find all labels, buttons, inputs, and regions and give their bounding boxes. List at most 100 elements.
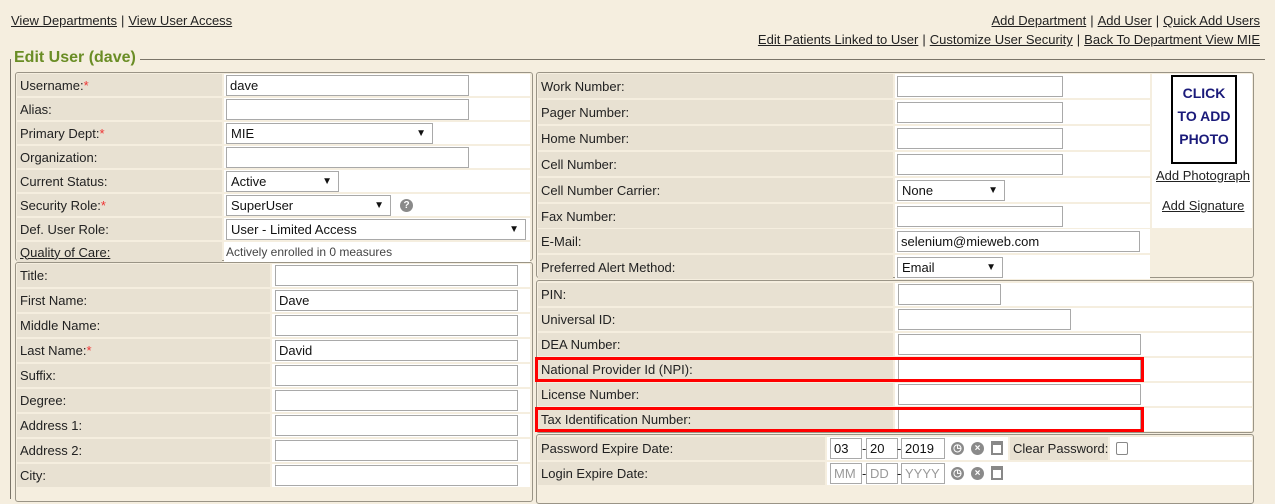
calendar-icon[interactable] bbox=[991, 441, 1003, 455]
license-number-input[interactable] bbox=[898, 384, 1141, 405]
password-expire-month[interactable]: 03 bbox=[830, 438, 862, 459]
address-1-input[interactable] bbox=[275, 415, 518, 436]
current-status-select[interactable]: Active ▼ bbox=[226, 171, 339, 192]
field-label-text[interactable]: Quality of Care: bbox=[20, 244, 111, 260]
add-signature-link[interactable]: Add Signature bbox=[1162, 198, 1245, 213]
chevron-down-icon: ▼ bbox=[988, 185, 998, 196]
field-label-text: Preferred Alert Method: bbox=[541, 259, 676, 275]
ids-label: Universal ID: bbox=[538, 308, 893, 331]
select-value: None bbox=[902, 183, 934, 198]
field-label-text: Security Role: bbox=[20, 197, 101, 213]
clear-x-icon[interactable]: × bbox=[971, 442, 984, 455]
dea-number-input[interactable] bbox=[898, 334, 1141, 355]
alias-input[interactable] bbox=[226, 99, 469, 120]
clear-x-icon[interactable]: × bbox=[971, 467, 984, 480]
e-mail-input[interactable]: selenium@mieweb.com bbox=[897, 231, 1140, 252]
personal-label: Last Name: * bbox=[17, 339, 270, 362]
password-expire-day[interactable]: 20 bbox=[866, 438, 898, 459]
quick-add-users-link[interactable]: Quick Add Users bbox=[1163, 13, 1260, 28]
add-department-link[interactable]: Add Department bbox=[991, 13, 1087, 28]
chevron-down-icon: ▼ bbox=[509, 224, 519, 235]
account-label: Primary Dept: * bbox=[17, 122, 222, 144]
preferred-alert-method-select[interactable]: Email ▼ bbox=[897, 257, 1003, 278]
chevron-down-icon: ▼ bbox=[374, 200, 384, 211]
account-label: Alias: bbox=[17, 98, 222, 120]
pager-number-input[interactable] bbox=[897, 102, 1063, 123]
login-expire-month[interactable]: MM bbox=[830, 463, 862, 484]
field-label-text: Organization: bbox=[20, 149, 98, 165]
contact-label: Home Number: bbox=[538, 126, 893, 150]
account-label: Def. User Role: bbox=[17, 218, 222, 240]
field-label-text: Primary Dept: bbox=[20, 125, 100, 141]
edit-patients-linked-link[interactable]: Edit Patients Linked to User bbox=[757, 32, 919, 47]
add-photograph-link[interactable]: Add Photograph bbox=[1156, 168, 1250, 183]
degree-input[interactable] bbox=[275, 390, 518, 411]
personal-label: First Name: bbox=[17, 289, 270, 312]
date-dash: - bbox=[897, 441, 902, 456]
personal-label: Suffix: bbox=[17, 364, 270, 387]
universal-id-input[interactable] bbox=[898, 309, 1071, 330]
calendar-icon[interactable] bbox=[991, 466, 1003, 480]
ids-label: PIN: bbox=[538, 283, 893, 306]
login-expire-label: Login Expire Date: bbox=[538, 462, 825, 485]
required-marker: * bbox=[83, 77, 89, 93]
work-number-input[interactable] bbox=[897, 76, 1063, 97]
back-to-department-link[interactable]: Back To Department View MIE bbox=[1084, 32, 1260, 47]
account-label: Security Role: * bbox=[17, 194, 222, 216]
address-2-input[interactable] bbox=[275, 440, 518, 461]
required-marker: * bbox=[100, 197, 106, 213]
fax-number-input[interactable] bbox=[897, 206, 1063, 227]
primary-dept-select[interactable]: MIE ▼ bbox=[226, 123, 433, 144]
suffix-input[interactable] bbox=[275, 365, 518, 386]
add-user-link[interactable]: Add User bbox=[1097, 13, 1152, 28]
placeholder-text: YYYY bbox=[905, 466, 940, 481]
field-label-text: Username: bbox=[20, 77, 84, 93]
cell-number-carrier-select[interactable]: None ▼ bbox=[897, 180, 1005, 201]
field-label-text: DEA Number: bbox=[541, 337, 621, 352]
photo-text: PHOTO bbox=[1179, 131, 1229, 147]
title-input[interactable] bbox=[275, 265, 518, 286]
ids-label: Tax Identification Number: bbox=[538, 408, 893, 431]
first-name-input[interactable]: Dave bbox=[275, 290, 518, 311]
ids-label: License Number: bbox=[538, 383, 893, 406]
home-number-input[interactable] bbox=[897, 128, 1063, 149]
input-value: David bbox=[279, 343, 313, 358]
field-label-text: Alias: bbox=[20, 101, 52, 117]
clock-icon[interactable]: ◷ bbox=[951, 467, 964, 480]
login-expire-year[interactable]: YYYY bbox=[901, 463, 945, 484]
field-label-text: Current Status: bbox=[20, 173, 108, 189]
username-input[interactable]: dave bbox=[226, 75, 469, 96]
login-expire-day[interactable]: DD bbox=[866, 463, 898, 484]
organization-input[interactable] bbox=[226, 147, 469, 168]
customize-user-security-link[interactable]: Customize User Security bbox=[929, 32, 1073, 47]
account-value-cell bbox=[224, 242, 530, 262]
input-value: selenium@mieweb.com bbox=[901, 234, 1040, 249]
field-label-text: Middle Name: bbox=[20, 318, 101, 333]
clock-icon[interactable]: ◷ bbox=[951, 442, 964, 455]
view-departments-link[interactable]: View Departments bbox=[11, 13, 117, 28]
input-value: Dave bbox=[279, 293, 310, 308]
middle-name-input[interactable] bbox=[275, 315, 518, 336]
separator: | bbox=[1076, 32, 1081, 47]
tax-identification-number-input[interactable] bbox=[898, 409, 1141, 430]
pin-input[interactable] bbox=[898, 284, 1001, 305]
account-label[interactable]: Quality of Care: bbox=[17, 242, 222, 262]
national-provider-id-npi-input[interactable] bbox=[898, 359, 1141, 380]
field-label-text: Work Number: bbox=[541, 78, 625, 94]
clear-password-checkbox[interactable] bbox=[1116, 442, 1128, 455]
def-user-role-select[interactable]: User - Limited Access ▼ bbox=[226, 219, 526, 240]
field-label-text: PIN: bbox=[541, 287, 567, 302]
city-input[interactable] bbox=[275, 465, 518, 486]
security-role-select[interactable]: SuperUser ▼ bbox=[226, 195, 391, 216]
field-label-text: First Name: bbox=[20, 293, 88, 308]
quality-of-care-status: Actively enrolled in 0 measures bbox=[226, 245, 393, 259]
add-photo-placeholder[interactable]: CLICK TO ADD PHOTO bbox=[1171, 75, 1237, 164]
clear-password-cell bbox=[1110, 437, 1252, 460]
view-user-access-link[interactable]: View User Access bbox=[128, 13, 233, 28]
cell-number-input[interactable] bbox=[897, 154, 1063, 175]
help-icon[interactable]: ? bbox=[400, 199, 413, 212]
password-expire-year[interactable]: 2019 bbox=[901, 438, 945, 459]
last-name-input[interactable]: David bbox=[275, 340, 518, 361]
personal-label: Title: bbox=[17, 264, 270, 287]
field-label-text: Def. User Role: bbox=[20, 221, 109, 237]
